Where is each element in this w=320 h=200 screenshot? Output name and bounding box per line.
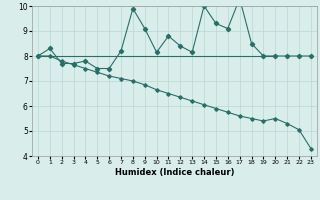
X-axis label: Humidex (Indice chaleur): Humidex (Indice chaleur) (115, 168, 234, 177)
